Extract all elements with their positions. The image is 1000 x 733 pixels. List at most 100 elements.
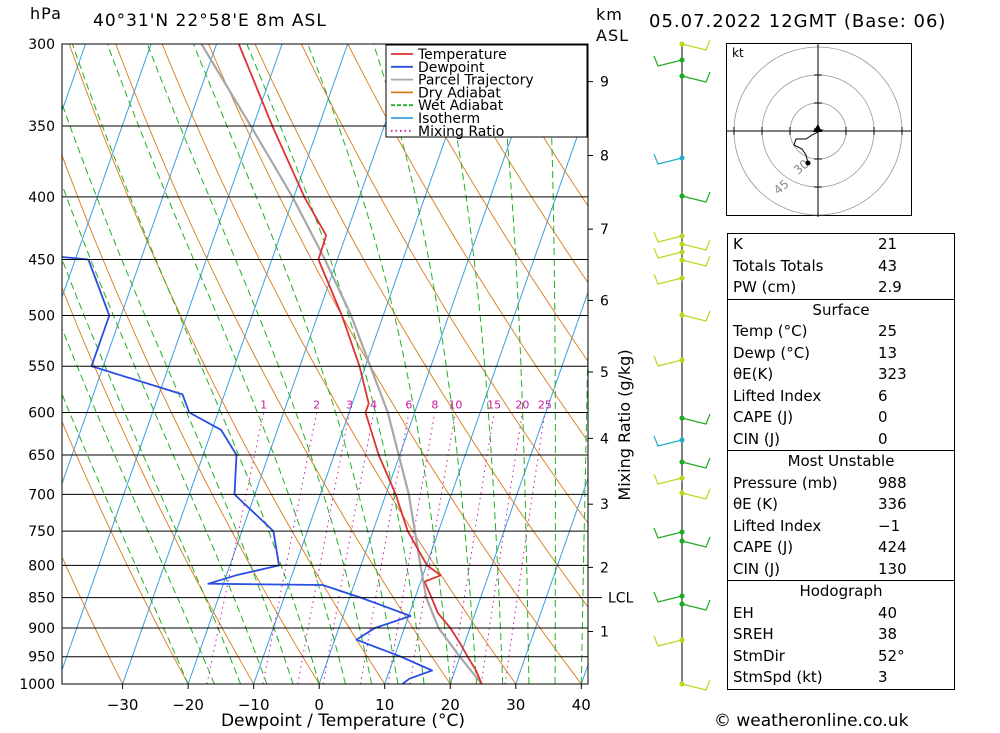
wind-barb xyxy=(653,247,683,259)
hodograph: kt 30 45 xyxy=(726,43,912,217)
sounding-datetime: 05.07.2022 12GMT (Base: 06) xyxy=(649,11,947,32)
mu-label: CIN (J) xyxy=(733,559,781,578)
dry-adiabat-line xyxy=(393,44,588,363)
km-tick-label: 5 xyxy=(600,365,609,381)
mu-value: −1 xyxy=(878,516,901,535)
km-tick-label: 7 xyxy=(600,222,609,238)
dry-adiabat-line xyxy=(208,44,582,684)
mu-value: 336 xyxy=(878,495,907,513)
dry-adiabat-line xyxy=(440,44,588,284)
pressure-tick-label: 900 xyxy=(28,621,55,637)
index-value: 21 xyxy=(878,235,898,253)
wet-adiabat-line xyxy=(71,44,320,684)
wind-barb xyxy=(653,591,683,603)
surface-label: Temp (°C) xyxy=(733,322,808,340)
lcl-label: LCL xyxy=(608,591,634,607)
mu-label: Lifted Index xyxy=(733,516,822,535)
km-tick-label: 6 xyxy=(600,293,609,309)
wind-barb xyxy=(653,435,683,447)
legend-label: Dewpoint xyxy=(418,60,485,76)
dry-adiabat-line xyxy=(62,555,124,684)
pressure-tick-label: 550 xyxy=(28,359,55,375)
wind-barb xyxy=(681,599,711,611)
surface-value: 13 xyxy=(878,343,898,362)
index-row-k: K 21 xyxy=(728,234,954,256)
hodo-value: 52° xyxy=(878,646,905,665)
isotherm-line xyxy=(62,44,283,672)
index-row-totals: Totals Totals 43 xyxy=(728,256,954,278)
wet-adiabat-line xyxy=(106,44,346,684)
legend-label: Wet Adiabat xyxy=(418,98,504,114)
x-tick-label: 30 xyxy=(506,696,525,714)
mixing-ratio-label: 20 xyxy=(515,398,529,411)
height-unit: km xyxy=(596,5,623,24)
index-value: 2.9 xyxy=(878,278,902,296)
most-unstable-title: Most Unstable xyxy=(787,452,895,470)
wind-barb xyxy=(653,527,683,539)
pressure-unit: hPa xyxy=(30,4,62,23)
wet-adiabat-line xyxy=(193,44,399,684)
wind-barb xyxy=(681,239,711,251)
wind-barb xyxy=(653,231,683,243)
mixing-ratio-line xyxy=(297,412,350,684)
indices-table: K 21 Totals Totals 43 PW (cm) 2.9 Surface T… xyxy=(727,233,955,690)
x-tick-label: 40 xyxy=(572,696,591,714)
hodo-value: 3 xyxy=(878,668,888,686)
index-row-pw: PW (cm) 2.9 xyxy=(728,277,954,299)
dewpoint-line xyxy=(62,256,434,684)
legend-label: Isotherm xyxy=(418,111,480,127)
most-unstable-row: CAPE (J) 424 xyxy=(728,537,954,559)
hodo-label: SREH xyxy=(733,625,774,643)
km-tick-label: 4 xyxy=(600,431,609,447)
hodo-label: StmSpd (kt) xyxy=(733,668,823,686)
most-unstable-row: Lifted Index −1 xyxy=(728,516,954,538)
dry-adiabat-line xyxy=(347,44,588,443)
pressure-tick-label: 750 xyxy=(28,524,55,540)
isotherm-line xyxy=(515,477,588,684)
wind-barb xyxy=(653,55,683,67)
mixing-ratio-label: 1 xyxy=(260,398,267,411)
hodograph-params-section: Hodograph EH 40 SREH 38 StmDir 52° StmSpd (… xyxy=(728,580,954,689)
surface-row: Temp (°C) 25 xyxy=(728,321,954,343)
wet-adiabat-line xyxy=(307,44,451,684)
pressure-tick-label: 400 xyxy=(28,190,55,206)
isotherm-line xyxy=(0,44,20,684)
wet-adiabat-line xyxy=(438,44,504,684)
km-tick-label: 1 xyxy=(600,625,609,641)
wet-adiabat-line xyxy=(62,102,294,684)
index-label: PW (cm) xyxy=(733,278,797,296)
mixing-ratio-label: 15 xyxy=(487,398,501,411)
surface-label: Dewp (°C) xyxy=(733,343,811,362)
mixing-ratio-line xyxy=(262,412,318,684)
mixing-ratio-label: 25 xyxy=(538,398,552,411)
surface-value: 0 xyxy=(878,429,888,448)
wet-adiabat-line xyxy=(62,327,215,684)
hodograph-param-row: StmSpd (kt) 3 xyxy=(728,667,954,689)
surface-title: Surface xyxy=(812,300,870,319)
mu-label: θE (K) xyxy=(733,495,778,513)
isotherm-line xyxy=(318,44,545,684)
wind-barb xyxy=(681,457,711,469)
mixing-ratio-axis-label: Mixing Ratio (g/kg) xyxy=(615,349,634,500)
wind-barb xyxy=(681,679,711,691)
km-tick-label: 9 xyxy=(600,75,609,91)
wind-barb xyxy=(681,310,711,322)
mu-value: 424 xyxy=(878,538,907,556)
most-unstable-row: Pressure (mb) 988 xyxy=(728,473,954,495)
wind-barb xyxy=(653,355,683,367)
hodograph-params-title: Hodograph xyxy=(799,582,883,600)
most-unstable-section: Most Unstable Pressure (mb) 988 θE (K) 336… xyxy=(728,450,954,580)
legend-box xyxy=(385,44,588,138)
pressure-tick-label: 500 xyxy=(28,309,55,325)
hodo-value: 38 xyxy=(878,625,898,643)
index-label: Totals Totals xyxy=(733,256,824,275)
wind-barb xyxy=(681,71,711,83)
most-unstable-row: CIN (J) 130 xyxy=(728,559,954,581)
legend-label: Mixing Ratio xyxy=(418,124,504,140)
wet-adiabat-line xyxy=(246,44,425,684)
pressure-tick-label: 950 xyxy=(28,650,55,666)
surface-value: 6 xyxy=(878,386,888,405)
surface-label: θE(K) xyxy=(733,365,774,383)
copyright-footer[interactable]: © weatheronline.co.uk xyxy=(714,711,909,731)
mu-value: 130 xyxy=(878,559,907,578)
